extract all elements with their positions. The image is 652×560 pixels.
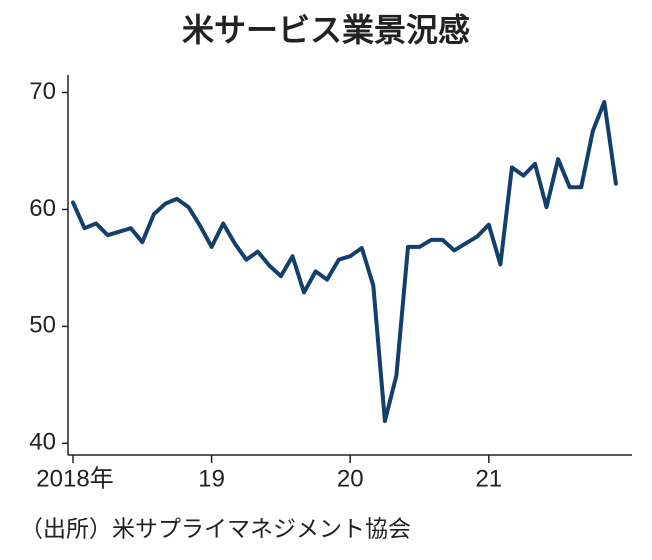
- x-tick-label: 2018年: [36, 465, 113, 492]
- x-tick-label: 21: [475, 465, 502, 492]
- y-tick-label: 40: [29, 429, 56, 456]
- y-tick-label: 70: [29, 78, 56, 105]
- data-line: [71, 99, 618, 424]
- x-tick-label: 20: [337, 465, 364, 492]
- y-tick-label: 50: [29, 312, 56, 339]
- source-note: （出所）米サプライマネジメント協会: [20, 517, 411, 543]
- chart-title: 米サービス業景況感: [182, 11, 470, 49]
- x-tick-label: 19: [198, 465, 225, 492]
- y-tick-label: 60: [29, 195, 56, 222]
